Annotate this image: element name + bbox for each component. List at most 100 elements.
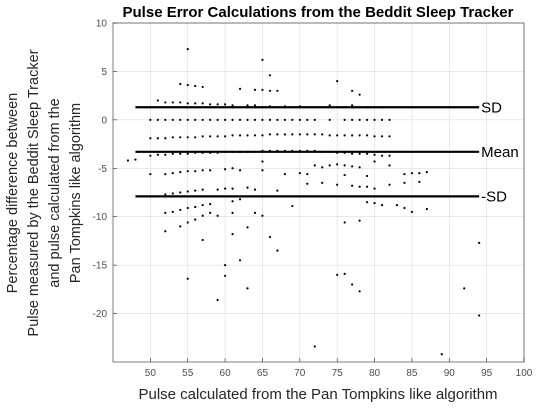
data-point	[216, 135, 219, 138]
data-point	[253, 104, 257, 107]
data-point	[149, 172, 152, 176]
data-point	[373, 187, 376, 190]
data-point	[231, 211, 234, 214]
y-axis-title: Percentage difference between Pulse meas…	[5, 49, 84, 336]
data-point	[231, 104, 234, 107]
reference-lines: SD Mean -SD	[135, 99, 519, 205]
data-point	[186, 102, 189, 105]
data-point	[365, 201, 369, 204]
data-point	[261, 88, 264, 91]
data-point	[164, 172, 167, 176]
data-point	[343, 173, 346, 177]
data-point	[261, 58, 264, 61]
data-point	[358, 118, 361, 121]
data-point	[164, 230, 167, 233]
x-tick-label: 60	[220, 368, 232, 379]
data-point	[365, 134, 369, 137]
data-point	[223, 168, 227, 171]
data-point	[223, 103, 227, 106]
data-point	[194, 84, 197, 88]
data-point	[268, 235, 272, 239]
data-point	[231, 118, 234, 121]
data-point	[246, 104, 249, 107]
data-point	[186, 152, 189, 155]
x-tick-label: 80	[369, 368, 381, 379]
data-point	[238, 87, 242, 90]
data-point	[171, 136, 174, 139]
data-point	[358, 219, 361, 222]
data-point	[380, 203, 384, 207]
data-point	[283, 172, 286, 176]
data-point	[306, 118, 309, 121]
data-point	[164, 137, 167, 140]
data-point	[156, 99, 159, 102]
data-point	[156, 153, 159, 156]
y-tick-label: 10	[96, 19, 108, 30]
data-point	[194, 102, 197, 105]
y-tick-label: -10	[93, 212, 108, 223]
data-point	[231, 167, 234, 170]
data-point	[351, 89, 354, 92]
data-point	[253, 188, 257, 191]
data-point	[201, 203, 204, 207]
data-point	[231, 200, 234, 203]
data-point	[321, 166, 324, 169]
data-point	[171, 118, 174, 121]
data-point	[171, 172, 174, 175]
data-point	[388, 164, 391, 167]
data-point	[321, 181, 324, 184]
data-point	[313, 164, 316, 167]
data-point	[313, 118, 316, 121]
data-point	[171, 192, 174, 195]
data-point	[343, 118, 346, 121]
data-point	[343, 164, 346, 167]
data-point	[351, 184, 354, 187]
data-point	[365, 174, 369, 178]
y-axis-title-line-1: Percentage difference between	[5, 93, 21, 293]
data-point	[313, 345, 316, 348]
x-tick-label: 50	[145, 368, 157, 379]
data-point	[209, 118, 212, 121]
data-point	[194, 189, 197, 192]
data-point	[403, 181, 406, 184]
data-point	[164, 101, 167, 104]
data-point	[463, 287, 466, 290]
data-point	[179, 152, 182, 155]
data-point	[171, 210, 174, 213]
data-point	[164, 211, 167, 214]
y-tick-label: 5	[101, 67, 107, 78]
y-axis: -20 -15 -10 -5 0 5 10	[93, 19, 117, 320]
data-point	[291, 133, 294, 136]
data-point	[388, 118, 391, 121]
data-point	[261, 118, 264, 121]
data-point	[194, 118, 197, 121]
data-point	[328, 118, 331, 121]
data-point	[388, 135, 391, 138]
data-point	[179, 208, 182, 212]
data-point	[179, 136, 182, 139]
data-point	[171, 101, 174, 104]
data-point	[126, 159, 130, 162]
data-point	[223, 264, 227, 267]
data-point	[268, 74, 272, 77]
data-point	[261, 169, 264, 172]
data-point	[194, 136, 197, 139]
data-point	[246, 287, 249, 290]
x-axis: 50 55 60 65 70 75 80 85 90 95 100	[145, 358, 533, 379]
data-point	[403, 172, 406, 176]
y-tick-label: 0	[101, 115, 107, 126]
data-point	[283, 118, 286, 121]
data-point	[164, 118, 167, 121]
data-point	[388, 154, 391, 157]
data-point	[373, 153, 376, 156]
data-point	[179, 171, 182, 174]
data-point	[291, 118, 294, 121]
data-point	[321, 133, 324, 136]
data-point	[216, 118, 219, 121]
data-point	[179, 82, 182, 86]
data-point	[351, 152, 354, 155]
chart-title: Pulse Error Calculations from the Beddit…	[123, 4, 514, 21]
x-tick-label: 95	[481, 368, 493, 379]
data-point	[149, 118, 152, 121]
data-point	[186, 221, 189, 224]
